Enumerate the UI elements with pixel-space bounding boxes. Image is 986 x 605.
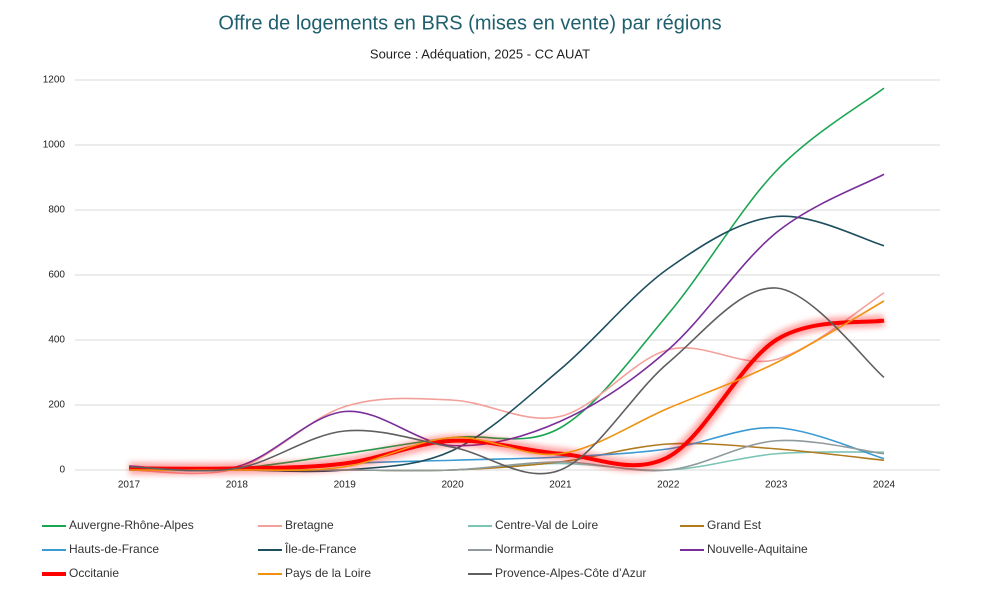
x-tick-label: 2021 (549, 480, 572, 491)
x-tick-label: 2022 (657, 480, 680, 491)
chart-subtitle: Source : Adéquation, 2025 - CC AUAT (370, 46, 590, 61)
y-tick-label: 400 (48, 335, 65, 346)
legend-label: Hauts-de-France (69, 542, 159, 556)
y-tick-label: 600 (48, 270, 65, 281)
y-tick-label: 1000 (43, 140, 66, 151)
legend-label: Grand Est (707, 518, 762, 532)
x-tick-label: 2017 (118, 480, 141, 491)
y-tick-label: 800 (48, 205, 65, 216)
legend-label: Pays de la Loire (285, 566, 371, 580)
legend-label: Bretagne (285, 518, 334, 532)
legend-label: Nouvelle-Aquitaine (707, 542, 808, 556)
series-line (128, 318, 885, 471)
x-tick-label: 2018 (226, 480, 249, 491)
legend-label: Île-de-France (284, 541, 357, 556)
legend-label: Centre-Val de Loire (495, 518, 598, 532)
series-line (128, 287, 885, 475)
y-tick-label: 1200 (43, 75, 66, 86)
legend-label: Occitanie (69, 566, 119, 580)
chart-title: Offre de logements en BRS (mises en vent… (218, 12, 721, 34)
y-tick-label: 0 (59, 465, 65, 476)
x-tick-label: 2023 (765, 480, 788, 491)
legend-label: Normandie (495, 542, 554, 556)
x-tick-label: 2019 (334, 480, 357, 491)
series-line (128, 300, 885, 472)
legend-label: Provence-Alpes-Côte d’Azur (495, 566, 646, 580)
x-tick-label: 2020 (441, 480, 464, 491)
series-line (128, 173, 885, 472)
x-tick-label: 2024 (873, 480, 896, 491)
y-tick-label: 200 (48, 400, 65, 411)
legend-label: Auvergne-Rhône-Alpes (69, 518, 194, 532)
